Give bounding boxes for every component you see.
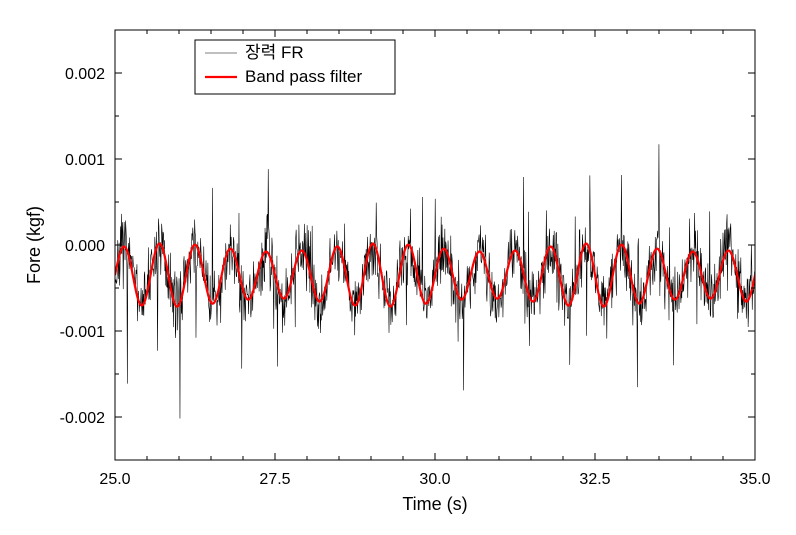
y-axis-label: Fore (kgf) [24,206,44,284]
chart-svg: 25.0 27.5 30.0 32.5 35.0 -0.002 -0.001 0.000 0.0… [0,0,796,535]
x-tick-label: 30.0 [419,471,450,488]
y-tick-label: -0.001 [60,324,105,341]
x-tick-label: 32.5 [579,471,610,488]
y-tick-label: 0.002 [65,66,105,83]
x-tick-label: 25.0 [99,471,130,488]
y-tick-label: -0.002 [60,410,105,427]
legend: 장력 FR Band pass filter [195,40,395,94]
x-tick-label: 35.0 [739,471,770,488]
legend-label: Band pass filter [245,67,363,86]
y-tick-label: 0.001 [65,152,105,169]
x-tick-label: 27.5 [259,471,290,488]
legend-label: 장력 FR [245,43,304,62]
chart-container: 25.0 27.5 30.0 32.5 35.0 -0.002 -0.001 0.000 0.0… [0,0,796,535]
x-axis-label: Time (s) [402,494,467,514]
y-tick-label: 0.000 [65,238,105,255]
